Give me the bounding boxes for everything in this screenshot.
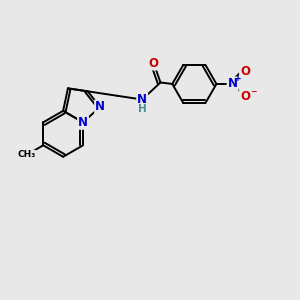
Text: H: H — [138, 104, 146, 114]
Text: +: + — [234, 74, 242, 82]
Text: N: N — [137, 93, 147, 106]
Text: O: O — [240, 65, 250, 78]
Text: O: O — [240, 90, 250, 103]
Text: N: N — [95, 100, 105, 113]
Text: N: N — [228, 77, 238, 91]
Text: ⁻: ⁻ — [250, 88, 256, 101]
Text: CH₃: CH₃ — [17, 150, 36, 159]
Text: O: O — [148, 56, 159, 70]
Text: N: N — [78, 116, 88, 129]
